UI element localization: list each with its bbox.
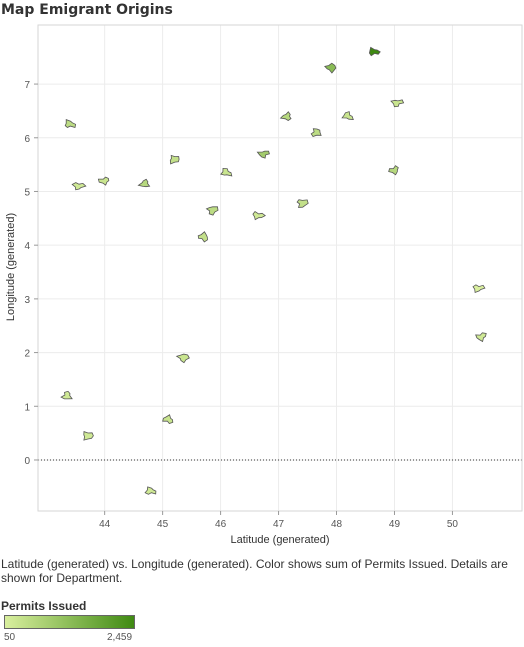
department-mark[interactable]	[64, 119, 77, 129]
x-tick-label: 49	[389, 519, 401, 530]
y-tick-label: 7	[24, 80, 30, 91]
page-title: Map Emigrant Origins	[1, 2, 173, 18]
department-mark[interactable]	[220, 167, 233, 177]
x-tick-label: 46	[215, 519, 227, 530]
plot-border	[37, 24, 523, 512]
y-tick-label: 6	[24, 134, 30, 145]
department-mark[interactable]	[341, 111, 354, 120]
department-mark[interactable]	[472, 284, 486, 294]
department-mark[interactable]	[310, 128, 322, 137]
legend-max-label: 2,459	[107, 632, 133, 643]
department-mark[interactable]	[296, 199, 309, 208]
department-mark[interactable]	[324, 62, 337, 74]
legend-title: Permits Issued	[1, 599, 87, 613]
legend-min-label: 50	[4, 632, 16, 643]
department-mark[interactable]	[144, 486, 157, 495]
y-tick-label: 0	[24, 456, 30, 467]
y-tick-label: 4	[24, 241, 30, 252]
department-mark[interactable]	[83, 431, 94, 441]
x-tick-label: 44	[99, 519, 111, 530]
department-mark[interactable]	[137, 178, 151, 188]
department-mark[interactable]	[279, 111, 292, 121]
department-mark[interactable]	[252, 210, 266, 221]
department-mark[interactable]	[71, 182, 87, 191]
department-mark[interactable]	[175, 353, 190, 364]
department-mark[interactable]	[368, 46, 381, 57]
department-mark[interactable]	[205, 206, 219, 216]
department-mark[interactable]	[390, 99, 405, 108]
data-marks	[60, 46, 487, 495]
y-tick-label: 5	[24, 187, 30, 198]
department-mark[interactable]	[388, 165, 399, 176]
legend-color-ramp	[4, 615, 135, 629]
x-ticks: 44 45 46 47 48 49 50	[99, 511, 458, 530]
department-mark[interactable]	[60, 390, 73, 400]
y-axis-label: Longitude (generated)	[5, 213, 17, 321]
x-tick-label: 45	[157, 519, 169, 530]
x-tick-label: 47	[273, 519, 285, 530]
y-tick-label: 2	[24, 349, 30, 360]
department-mark[interactable]	[256, 150, 270, 159]
department-mark[interactable]	[197, 231, 208, 243]
department-mark[interactable]	[169, 154, 180, 165]
department-mark[interactable]	[162, 414, 174, 424]
x-tick-label: 50	[447, 519, 459, 530]
department-mark[interactable]	[97, 176, 110, 186]
chart-caption: Latitude (generated) vs. Longitude (gene…	[1, 557, 508, 585]
plot-background	[38, 25, 522, 511]
x-tick-label: 48	[331, 519, 343, 530]
y-tick-label: 1	[24, 402, 30, 413]
department-mark[interactable]	[475, 332, 487, 343]
y-tick-label: 3	[24, 295, 30, 306]
y-ticks: 0 1 2 3 4 5 6 7	[24, 80, 38, 467]
grid	[38, 25, 522, 511]
x-axis-label: Latitude (generated)	[230, 534, 329, 546]
